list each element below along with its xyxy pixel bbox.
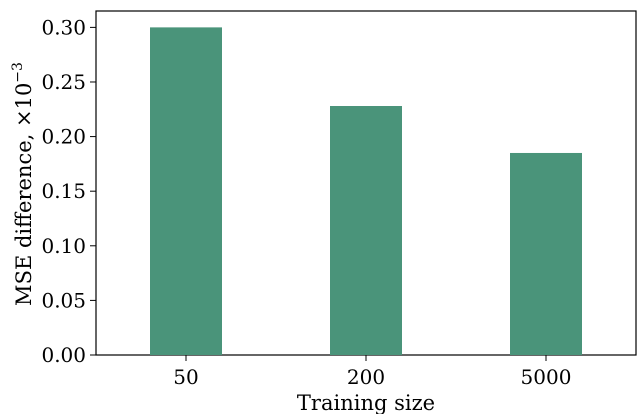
y-tick-label: 0.25 [41, 70, 86, 94]
y-tick-label: 0.10 [41, 234, 86, 258]
y-tick-label: 0.15 [41, 179, 86, 203]
y-tick-label: 0.30 [41, 15, 86, 39]
y-axis-label: MSE difference, ×10−3 [10, 62, 36, 306]
bar-5000 [510, 152, 582, 355]
y-tick-label: 0.05 [41, 288, 86, 312]
x-tick-label: 50 [173, 365, 198, 389]
y-axis-label-exponent: −3 [10, 62, 26, 83]
x-axis-label: Training size [297, 391, 435, 414]
bars [150, 27, 582, 356]
x-axis: 50 200 5000 [173, 355, 571, 389]
bar-50 [150, 27, 222, 356]
y-tick-label: 0.20 [41, 125, 86, 149]
x-tick-label: 5000 [521, 365, 572, 389]
x-tick-label: 200 [347, 365, 385, 389]
y-tick-label: 0.00 [41, 343, 86, 367]
y-axis: 0.00 0.05 0.10 0.15 0.20 0.25 0.30 [41, 15, 96, 367]
bar-200 [330, 106, 402, 355]
y-axis-label-main: MSE difference, ×10 [12, 83, 36, 306]
